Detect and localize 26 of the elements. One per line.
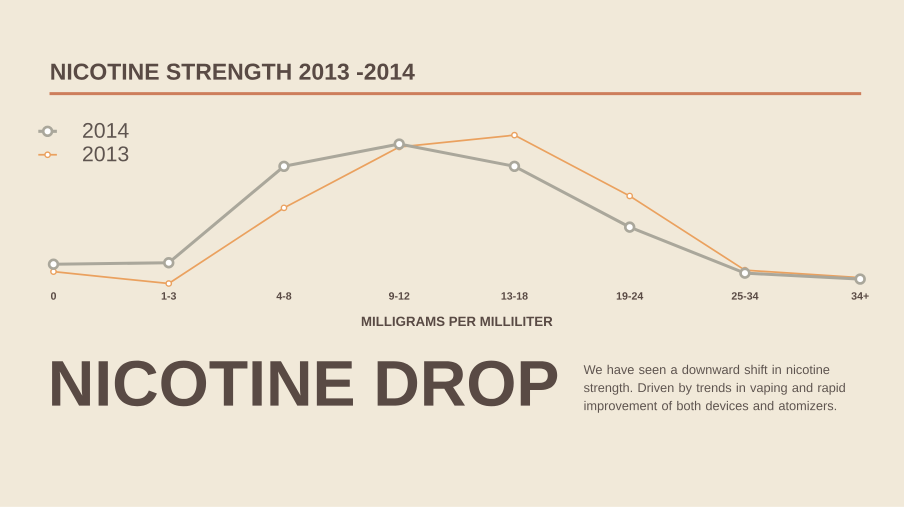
- point: [280, 204, 288, 212]
- point: [511, 132, 518, 139]
- x-tick-label: 13-18: [502, 292, 528, 300]
- x-tick-label: 1-3: [162, 292, 176, 300]
- x-tick-label: 34+: [851, 292, 869, 300]
- legend-label: 2014: [83, 122, 129, 138]
- legend-label: 2013: [83, 146, 128, 162]
- text: We have seen a downward shift in nicotine strength. Driven by trends in vaping and rapid improvement of both devices and atomizers.: [584, 364, 845, 413]
- point: [48, 258, 60, 270]
- x-tick-label: 0: [50, 292, 56, 300]
- point: [508, 160, 520, 172]
- point: [626, 192, 634, 200]
- x-tick-label: 25-34: [732, 292, 758, 300]
- x-axis-title: MILLIGRAMS PER MILLILITER: [362, 316, 552, 326]
- point: [163, 257, 174, 269]
- point: [394, 138, 405, 150]
- chart-title: NICOTINE STRENGTH 2013 -2014: [51, 64, 415, 80]
- point: [854, 273, 866, 285]
- point: [278, 160, 290, 172]
- text: NICOTINE DROP: [52, 360, 558, 406]
- x-tick-label: 19-24: [616, 292, 644, 300]
- point: [739, 267, 751, 279]
- x-tick-label: 4-8: [276, 292, 292, 300]
- x-tick-label: 9-12: [388, 292, 410, 300]
- point: [165, 280, 172, 287]
- point: [624, 221, 636, 233]
